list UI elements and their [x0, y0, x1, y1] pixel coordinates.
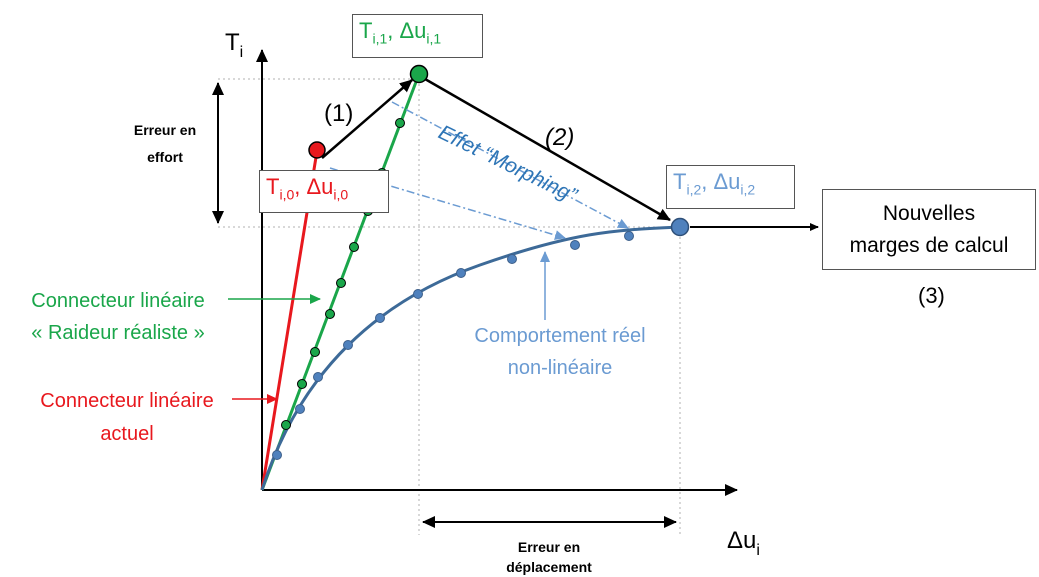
green-connector-label-line2: « Raideur réaliste »: [31, 322, 204, 344]
red-connector-label-line1: Connecteur linéaire: [40, 390, 213, 412]
new-margins-line2: marges de calcul: [849, 234, 1009, 257]
step1-arrow: [321, 79, 413, 159]
step2-label: (2): [545, 124, 574, 151]
point-0-label: Ti,0, Δui,0: [259, 170, 389, 213]
blue-markers: [272, 231, 634, 460]
red-connector-label-line2: actuel: [100, 423, 153, 445]
morphing-arrows: [329, 101, 629, 240]
point-1-marker: [409, 64, 429, 84]
real-behavior-label-line1: Comportement réel: [474, 325, 645, 347]
green-connector-label-line1: Connecteur linéaire: [31, 290, 204, 312]
step3-label: (3): [918, 283, 945, 308]
y-axis-label: Ti: [225, 29, 243, 61]
nonlinear-curve: [260, 225, 681, 491]
x-axis-label: Δui: [727, 527, 760, 559]
error-displacement-label-line2: déplacement: [506, 559, 592, 575]
new-margins-box: Nouvelles marges de calcul: [822, 189, 1036, 270]
point-1-label: Ti,1, Δui,1: [352, 14, 483, 58]
error-force-label-line2: effort: [147, 149, 183, 165]
guide-lines: [218, 78, 681, 535]
point-2-label: Ti,2, Δui,2: [666, 165, 795, 209]
error-force-label-line1: Erreur en: [134, 122, 196, 138]
new-margins-line1: Nouvelles: [882, 202, 976, 225]
point-0-marker: [308, 141, 326, 159]
step2-arrow: [424, 77, 671, 222]
point-2-marker: [670, 217, 690, 237]
real-behavior-label-line2: non-linéaire: [508, 357, 613, 379]
step1-label: (1): [324, 100, 353, 127]
error-displacement-label-line1: Erreur en: [518, 539, 580, 555]
